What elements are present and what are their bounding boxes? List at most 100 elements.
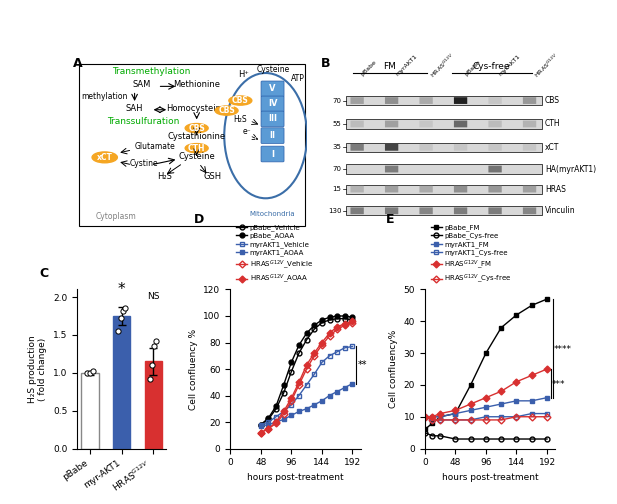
Y-axis label: Cell confluency%: Cell confluency% [389,330,398,408]
HRAS$^{G12V}$_Vehicle [341,322,349,328]
pBabe_Cys-free [482,436,490,442]
Ellipse shape [92,152,117,163]
Text: SAH: SAH [126,104,143,112]
myrAKT1_Vehicle [257,422,265,428]
myrAKT1_FM [544,395,551,401]
FancyBboxPatch shape [420,120,433,128]
Text: CBS: CBS [545,96,560,105]
HRAS$^{G12V}$_Vehicle [280,411,288,417]
Line: HRAS$^{G12V}$_AOAA: HRAS$^{G12V}$_AOAA [259,319,355,435]
FancyBboxPatch shape [385,185,399,193]
Text: SAM: SAM [132,80,151,89]
pBabe_Cys-free [467,436,474,442]
myrAKT1_FM [452,411,459,417]
HRAS$^{G12V}$_Vehicle [318,342,326,348]
HRAS$^{G12V}$_AOAA [341,321,349,327]
myrAKT1_Cys-free [482,414,490,420]
FancyBboxPatch shape [261,128,284,144]
Bar [113,316,130,449]
HRAS$^{G12V}$_Cys-free [436,417,444,423]
FancyBboxPatch shape [489,166,502,172]
Text: IV: IV [268,99,277,108]
HRAS$^{G12V}$_FM [452,407,459,413]
myrAKT1_Cys-free [544,411,551,417]
HRAS$^{G12V}$_AOAA [272,419,280,425]
myrAKT1_Cys-free [528,411,536,417]
HRAS$^{G12V}$_AOAA [257,429,265,435]
Text: E: E [386,213,394,226]
myrAKT1_Vehicle [349,343,356,349]
pBabe_Cys-free [513,436,520,442]
Text: ***: *** [552,381,566,390]
Line: pBabe_AOAA: pBabe_AOAA [259,313,355,427]
HRAS$^{G12V}$_Cys-free [513,414,520,420]
pBabe_Cys-free [452,436,459,442]
Text: H₂S: H₂S [157,172,173,181]
HRAS$^{G12V}$_Cys-free [452,417,459,423]
myrAKT1_Cys-free [421,414,429,420]
FancyBboxPatch shape [523,97,536,104]
myrAKT1_AOAA [341,385,349,391]
FancyBboxPatch shape [346,164,542,174]
Text: A: A [73,57,82,70]
pBabe_Vehicle [296,350,303,356]
pBabe_Vehicle [341,316,349,322]
Point [149,342,159,350]
Line: HRAS$^{G12V}$_FM: HRAS$^{G12V}$_FM [423,366,550,419]
HRAS$^{G12V}$_Vehicle [303,366,310,372]
HRAS$^{G12V}$_Cys-free [528,414,536,420]
FancyBboxPatch shape [454,185,467,193]
myrAKT1_Cys-free [429,417,436,423]
HRAS$^{G12V}$_AOAA [265,426,272,432]
myrAKT1_Cys-free [436,417,444,423]
FancyBboxPatch shape [489,120,502,128]
pBabe_Cys-free [429,433,436,439]
FancyBboxPatch shape [350,185,364,193]
myrAKT1_FM [436,414,444,420]
Point [120,304,130,312]
Text: H₂S: H₂S [233,115,247,124]
Text: pBabe: pBabe [463,59,481,78]
Text: Transmethylation: Transmethylation [112,67,190,76]
myrAKT1_Vehicle [303,382,310,388]
HRAS$^{G12V}$_AOAA [296,379,303,385]
myrAKT1_FM [528,398,536,404]
HRAS$^{G12V}$_AOAA [326,330,333,336]
HRAS$^{G12V}$_FM [467,401,474,407]
FancyBboxPatch shape [385,208,399,214]
FancyBboxPatch shape [385,144,399,151]
myrAKT1_AOAA [310,402,318,408]
Text: I: I [271,150,274,159]
Text: myrAKT1: myrAKT1 [394,54,418,78]
HRAS$^{G12V}$_AOAA [280,408,288,414]
FancyBboxPatch shape [350,120,364,128]
Text: NS: NS [147,292,160,301]
myrAKT1_Vehicle [296,393,303,399]
Text: CTH: CTH [545,119,561,129]
HRAS$^{G12V}$_AOAA [303,362,310,368]
Text: III: III [268,114,277,123]
FancyBboxPatch shape [261,96,284,112]
Text: ****: **** [554,345,572,354]
pBabe_AOAA [257,422,265,428]
HRAS$^{G12V}$_Vehicle [257,429,265,435]
FancyBboxPatch shape [385,120,399,128]
pBabe_FM [436,414,444,420]
HRAS$^{G12V}$_AOAA [318,340,326,346]
HRAS$^{G12V}$_Cys-free [482,417,490,423]
myrAKT1_FM [482,404,490,410]
pBabe_Vehicle [280,390,288,396]
Text: 70: 70 [333,98,341,103]
Ellipse shape [185,123,208,133]
myrAKT1_AOAA [303,406,310,412]
myrAKT1_FM [467,407,474,413]
myrAKT1_Cys-free [452,417,459,423]
Text: methylation: methylation [81,92,128,101]
Point [82,369,92,377]
HRAS$^{G12V}$_Vehicle [333,326,341,332]
HRAS$^{G12V}$_FM [429,414,436,420]
Bar [144,361,162,449]
Text: xCT: xCT [545,143,560,152]
pBabe_FM [513,312,520,318]
Text: *: * [118,282,125,297]
